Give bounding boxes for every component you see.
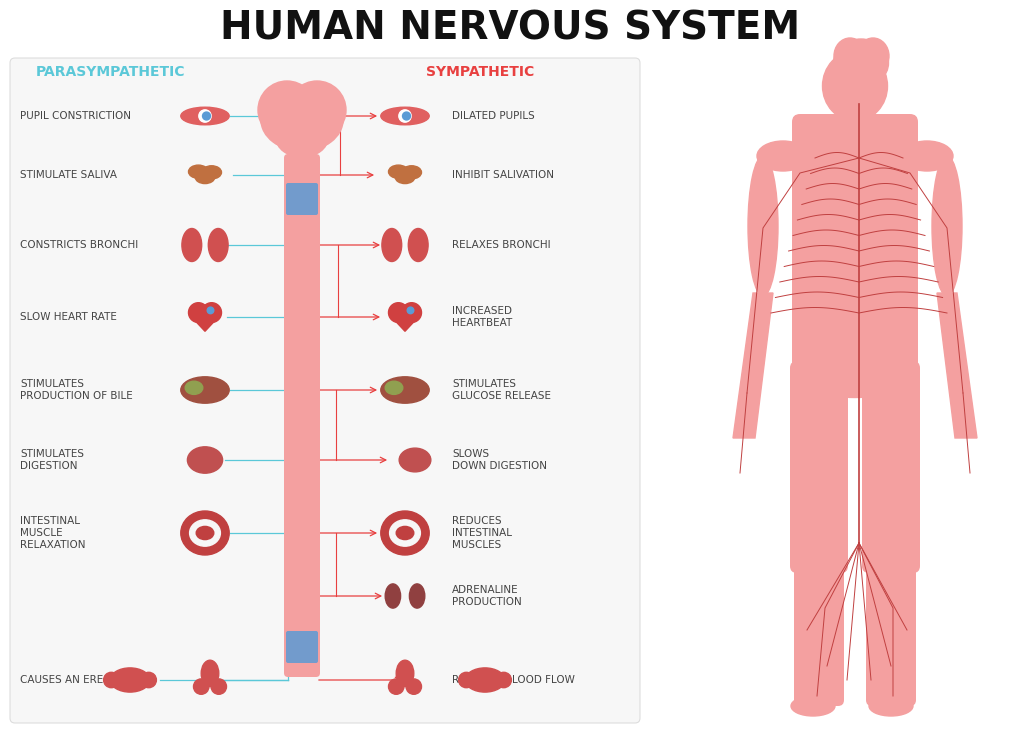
Ellipse shape [181, 511, 229, 555]
Ellipse shape [396, 660, 414, 687]
Ellipse shape [381, 377, 429, 403]
Ellipse shape [288, 81, 346, 139]
Ellipse shape [409, 228, 428, 262]
Circle shape [388, 679, 403, 694]
Ellipse shape [111, 668, 150, 692]
Ellipse shape [188, 165, 208, 178]
Text: STIMULATES
PRODUCTION OF BILE: STIMULATES PRODUCTION OF BILE [20, 379, 133, 401]
Text: PARASYMPATHETIC: PARASYMPATHETIC [35, 65, 184, 79]
Ellipse shape [388, 165, 409, 178]
Circle shape [459, 672, 474, 687]
Circle shape [398, 110, 412, 122]
Ellipse shape [202, 166, 221, 179]
Text: CAUSES AN ERECTION: CAUSES AN ERECTION [20, 675, 136, 685]
Ellipse shape [385, 584, 400, 608]
Text: REDUCES
INTESTINAL
MUSCLES: REDUCES INTESTINAL MUSCLES [452, 516, 512, 550]
Ellipse shape [901, 141, 953, 171]
Polygon shape [937, 293, 977, 438]
Text: PUPIL CONSTRICTION: PUPIL CONSTRICTION [20, 111, 131, 121]
Circle shape [199, 110, 211, 122]
Text: CONSTRICTS BRONCHI: CONSTRICTS BRONCHI [20, 240, 138, 250]
Ellipse shape [385, 381, 402, 394]
Circle shape [407, 679, 422, 694]
Ellipse shape [791, 696, 835, 716]
Ellipse shape [932, 156, 962, 296]
Circle shape [211, 679, 226, 694]
Text: ADRENALINE
PRODUCTION: ADRENALINE PRODUCTION [452, 585, 522, 607]
Circle shape [388, 303, 409, 322]
Text: SLOW HEART RATE: SLOW HEART RATE [20, 312, 117, 322]
Ellipse shape [381, 107, 429, 125]
Circle shape [194, 679, 209, 694]
Polygon shape [189, 315, 220, 331]
Ellipse shape [410, 584, 425, 608]
Text: INHIBIT SALIVATION: INHIBIT SALIVATION [452, 170, 554, 180]
Ellipse shape [201, 660, 219, 687]
Ellipse shape [261, 89, 343, 151]
Circle shape [202, 303, 221, 322]
Polygon shape [389, 315, 421, 331]
Ellipse shape [185, 381, 203, 394]
Ellipse shape [208, 228, 228, 262]
Circle shape [496, 672, 511, 687]
FancyBboxPatch shape [790, 361, 848, 573]
Ellipse shape [381, 511, 429, 555]
Ellipse shape [399, 448, 431, 472]
FancyBboxPatch shape [866, 556, 916, 706]
Text: STIMULATES
DIGESTION: STIMULATES DIGESTION [20, 450, 84, 470]
Text: REDUCES BLOOD FLOW: REDUCES BLOOD FLOW [452, 675, 574, 685]
FancyBboxPatch shape [284, 154, 319, 677]
Ellipse shape [465, 668, 505, 692]
Ellipse shape [197, 527, 214, 539]
Ellipse shape [834, 38, 866, 74]
Text: SLOWS
DOWN DIGESTION: SLOWS DOWN DIGESTION [452, 450, 547, 470]
FancyBboxPatch shape [10, 58, 640, 723]
Ellipse shape [834, 39, 889, 87]
Text: STIMULATE SALIVA: STIMULATE SALIVA [20, 170, 117, 180]
Ellipse shape [822, 51, 888, 121]
Ellipse shape [181, 377, 229, 403]
Ellipse shape [396, 527, 414, 539]
Ellipse shape [395, 171, 415, 183]
Circle shape [402, 112, 411, 120]
Ellipse shape [869, 696, 913, 716]
FancyBboxPatch shape [862, 361, 920, 573]
Text: STIMULATES
GLUCOSE RELEASE: STIMULATES GLUCOSE RELEASE [452, 379, 551, 401]
FancyBboxPatch shape [286, 183, 318, 215]
Ellipse shape [187, 447, 222, 473]
Ellipse shape [196, 171, 215, 183]
Text: INCREASED
HEARTBEAT: INCREASED HEARTBEAT [452, 306, 512, 328]
Text: DILATED PUPILS: DILATED PUPILS [452, 111, 535, 121]
Ellipse shape [389, 520, 421, 546]
Circle shape [141, 672, 157, 687]
Circle shape [203, 112, 211, 120]
Ellipse shape [857, 38, 889, 74]
Ellipse shape [401, 166, 422, 179]
Circle shape [103, 672, 119, 687]
Ellipse shape [757, 141, 809, 171]
Ellipse shape [276, 119, 328, 157]
Polygon shape [733, 293, 773, 438]
FancyBboxPatch shape [839, 87, 871, 129]
Ellipse shape [189, 520, 220, 546]
Circle shape [188, 303, 208, 322]
Ellipse shape [798, 343, 912, 397]
Text: SYMPATHETIC: SYMPATHETIC [426, 65, 535, 79]
Text: RELAXES BRONCHI: RELAXES BRONCHI [452, 240, 551, 250]
Ellipse shape [748, 156, 778, 296]
Circle shape [401, 303, 422, 322]
Text: INTESTINAL
MUSCLE
RELAXATION: INTESTINAL MUSCLE RELAXATION [20, 516, 85, 550]
FancyBboxPatch shape [792, 114, 918, 374]
Circle shape [207, 307, 214, 313]
Ellipse shape [182, 228, 202, 262]
Text: HUMAN NERVOUS SYSTEM: HUMAN NERVOUS SYSTEM [220, 9, 800, 47]
Ellipse shape [181, 107, 229, 125]
Ellipse shape [382, 228, 401, 262]
FancyBboxPatch shape [286, 631, 318, 663]
Ellipse shape [258, 81, 316, 139]
FancyBboxPatch shape [794, 556, 844, 706]
Circle shape [408, 307, 414, 313]
